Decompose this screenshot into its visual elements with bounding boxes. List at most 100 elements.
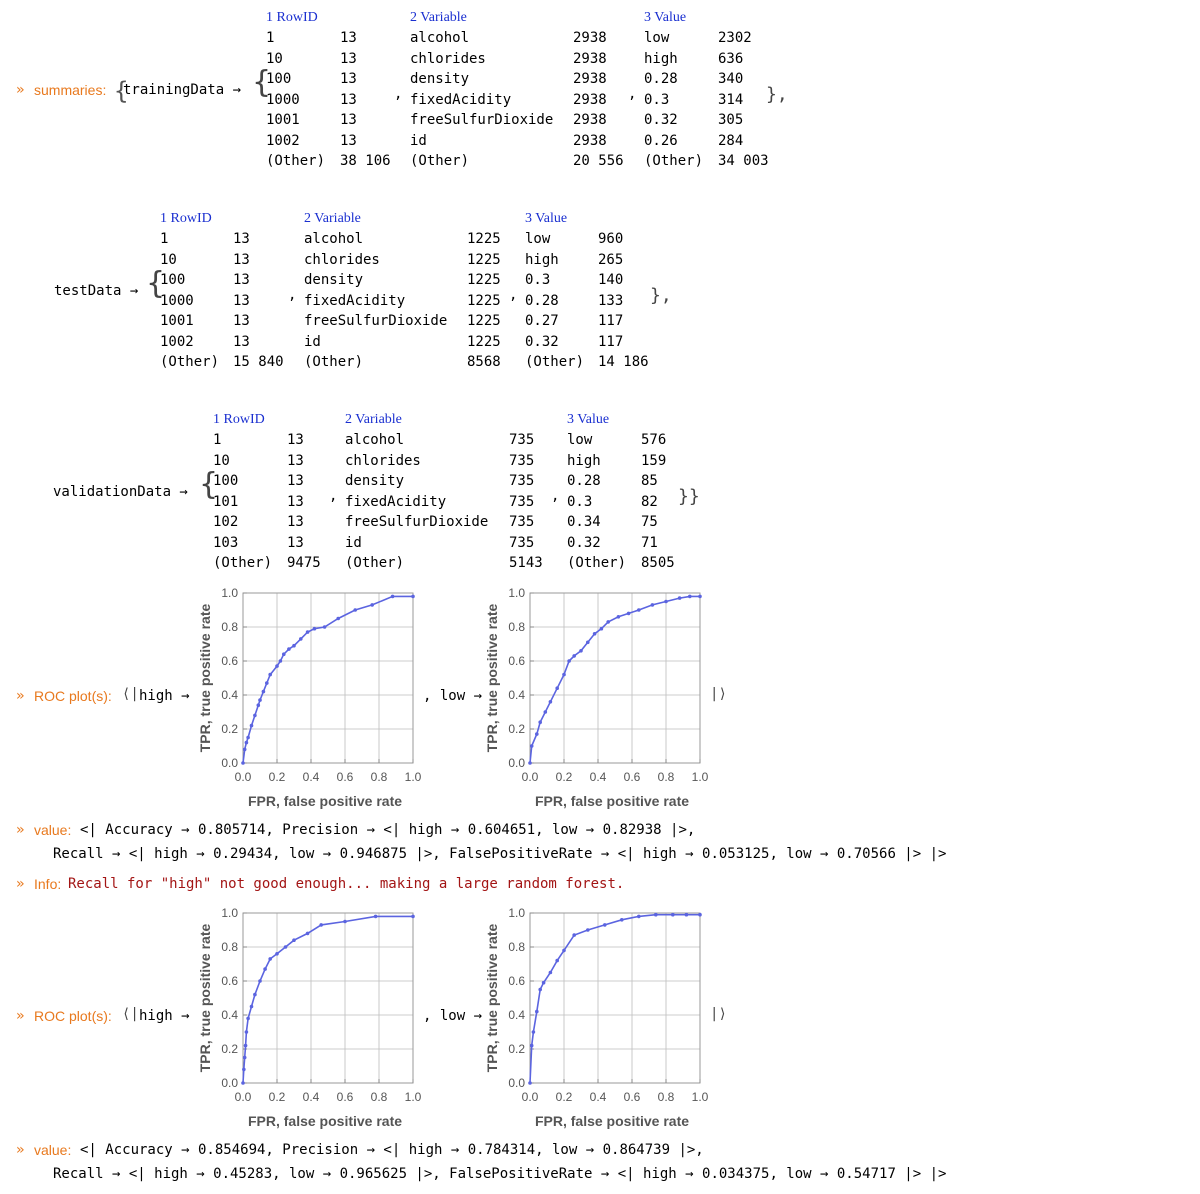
summary-count: 13 (340, 30, 357, 46)
x-tick-label: 0.2 (556, 770, 573, 784)
roc-point (562, 948, 566, 953)
summary-key: high (567, 452, 601, 469)
assoc-open: ⟨| (122, 686, 139, 702)
roc-label: ROC plot(s): (34, 688, 112, 704)
roc-point (305, 931, 310, 936)
summary-count: 1225 (467, 231, 501, 247)
x-tick-label: 0.6 (624, 770, 641, 784)
y-tick-label: 0.2 (221, 722, 238, 736)
roc-chart-4: 0.0 0.2 0.4 0.6 0.8 1.00.00.20.40.60.81.0FPR,… (484, 906, 709, 1129)
roc-point (529, 744, 534, 748)
x-tick-label: 0.8 (658, 1090, 675, 1104)
summary-key: alcohol (410, 30, 470, 46)
y-tick-label: 0.0 (221, 1076, 238, 1090)
y-axis-label: TPR, true positive rate (484, 603, 500, 752)
summary-key: 0.3 (644, 91, 670, 108)
x-axis-label: FPR, false positive rate (248, 1113, 402, 1129)
roc-point (268, 957, 273, 961)
x-tick-label: 0.2 (269, 1090, 286, 1104)
plot-frame (529, 912, 701, 1084)
value-label: value: (34, 1142, 72, 1158)
summary-count: 13 (233, 292, 250, 309)
y-tick-label: 1.0 (221, 906, 238, 920)
summary-key: 1 (160, 231, 169, 247)
summary-count: 2938 (573, 132, 607, 149)
x-tick-label: 0.6 (337, 770, 354, 784)
summary-key: 0.26 (644, 132, 678, 149)
roc-point (282, 652, 286, 656)
x-tick-label: 0.6 (337, 1090, 354, 1104)
table-open-brace: { (146, 266, 166, 301)
y-tick-label: 1.0 (508, 906, 525, 920)
summary-count: 14 186 (598, 354, 649, 370)
x-axis-label: FPR, false positive rate (248, 793, 402, 809)
summary-count: 265 (598, 251, 624, 268)
column-header: 2 Variable (304, 211, 361, 226)
roc-point (305, 630, 310, 634)
dataset-name: validationData → (53, 484, 188, 500)
roc-point (292, 643, 296, 648)
summary-count: 960 (598, 231, 624, 247)
roc-point (664, 599, 668, 604)
y-tick-label: 0.0 (508, 1076, 525, 1090)
column-separator: , (329, 488, 338, 504)
roc-key-high: high → (139, 688, 190, 704)
summary-key: high (525, 251, 559, 268)
roc-point (599, 626, 604, 631)
summary-key: 100 (266, 71, 292, 87)
summary-key: 0.3 (525, 272, 551, 288)
roc-point (620, 918, 624, 922)
roc-label: ROC plot(s): (34, 1008, 112, 1024)
roc-point (698, 594, 702, 599)
summary-key: freeSulfurDioxide (304, 313, 448, 329)
roc-point (256, 703, 261, 707)
value-line-2: Recall → <| high → 0.29434, low → 0.9468… (53, 846, 947, 862)
x-tick-label: 0.0 (235, 1090, 252, 1104)
plot-frame (242, 912, 414, 1084)
prompt-marker: » (16, 1142, 25, 1158)
summary-key: 1000 (160, 292, 194, 309)
roc-point (253, 992, 257, 997)
roc-point (312, 626, 317, 631)
value-line-1: <| Accuracy → 0.805714, Precision → <| h… (80, 822, 696, 838)
roc-point (261, 689, 266, 694)
column-header: 1 RowID (160, 211, 212, 226)
summary-key: id (410, 132, 427, 149)
summary-count: 13 (340, 91, 357, 108)
roc-point (528, 1081, 532, 1085)
summary-count: 8568 (467, 354, 501, 370)
open-brace: { (114, 77, 129, 105)
summary-key: freeSulfurDioxide (345, 514, 489, 530)
summary-count: 13 (287, 432, 304, 448)
roc-point (567, 659, 571, 663)
roc-point (637, 608, 641, 612)
x-axis-label: FPR, false positive rate (535, 1113, 689, 1129)
x-tick-label: 0.6 (624, 1090, 641, 1104)
y-tick-label: 0.4 (221, 1008, 238, 1022)
prompt-marker: » (16, 822, 25, 838)
roc-chart-1: 0.0 0.2 0.4 0.6 0.8 1.00.00.20.40.60.81.0FPR,… (197, 586, 422, 809)
roc-point (265, 681, 269, 685)
summary-key: (Other) (266, 153, 326, 169)
roc-point (242, 1067, 246, 1072)
roc-point (586, 928, 590, 932)
summary-key: id (304, 333, 321, 350)
prompt-marker: » (16, 688, 25, 704)
x-tick-label: 0.4 (590, 1090, 607, 1104)
roc-point (246, 735, 250, 740)
x-tick-label: 0.8 (658, 770, 675, 784)
x-tick-label: 0.8 (371, 770, 388, 784)
y-tick-label: 0.8 (508, 620, 525, 634)
summary-count: 9475 (287, 555, 321, 571)
roc-point (242, 1055, 247, 1060)
roc-point (287, 647, 291, 651)
summary-count: 576 (641, 432, 667, 448)
summary-count: 13 (233, 272, 250, 288)
table-open-brace: { (252, 65, 272, 100)
summary-count: 314 (718, 91, 744, 108)
summary-key: (Other) (304, 354, 364, 370)
x-tick-label: 0.0 (235, 770, 252, 784)
summary-key: 0.3 (567, 493, 593, 510)
summary-key: density (304, 272, 364, 288)
summary-key: density (345, 473, 405, 489)
